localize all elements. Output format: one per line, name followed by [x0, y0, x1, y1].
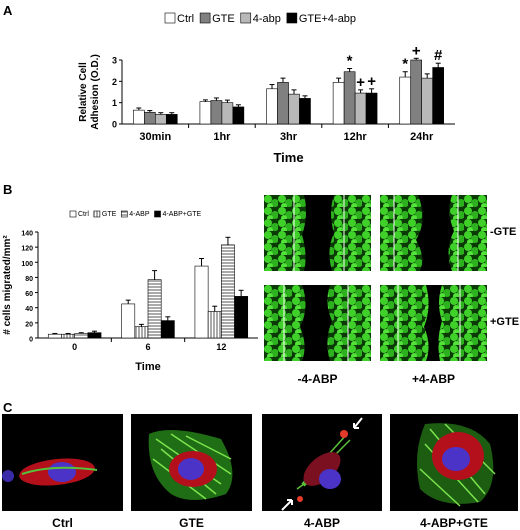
bar [210, 100, 223, 125]
col-label-minus-abp: -4-ABP [297, 372, 338, 386]
legend-swatch [69, 210, 77, 218]
legend-label: 4-abp [253, 13, 281, 25]
bar [299, 98, 311, 125]
bar [288, 93, 300, 125]
row-label-plus-gte: +GTE [490, 316, 520, 328]
x-tick-label: 6 [145, 342, 150, 352]
legend-label: Ctrl [78, 211, 89, 218]
wound-image-plus-abp-plus-gte [380, 285, 487, 361]
cell-image-gte [131, 414, 252, 511]
bar [221, 102, 234, 125]
y-tick-label: 20 [25, 321, 33, 328]
bar [343, 71, 356, 125]
bar [421, 77, 433, 125]
y-tick-label: 80 [25, 276, 33, 283]
legend-swatch [240, 12, 252, 24]
bar [221, 244, 235, 339]
bar [147, 279, 162, 339]
x-tick-label: 30min [139, 131, 171, 143]
cell-label-4abp: 4-ABP [303, 516, 340, 530]
y-tick-label: 60 [25, 291, 33, 298]
row-label-minus-gte: -GTE [490, 226, 517, 238]
bar [133, 109, 145, 125]
y-axis-title: Relative CellAdhesion (O.D.) [78, 54, 101, 130]
cell-image-4abp [262, 414, 382, 511]
bar [199, 101, 212, 125]
legend-label: Ctrl [177, 13, 194, 25]
bar [165, 114, 178, 125]
significance-mark: + [356, 74, 365, 91]
legend-label: 4-ABP+GTE [163, 211, 202, 218]
x-axis-title: Time [135, 361, 160, 373]
bar [47, 333, 62, 339]
legend-swatch [286, 12, 298, 24]
bar [410, 59, 422, 125]
bar [160, 320, 175, 339]
bar [266, 88, 278, 125]
y-axis-title: # cells migrated/mm² [2, 235, 13, 335]
bar [354, 92, 367, 125]
x-tick-label: 0 [72, 342, 77, 352]
x-tick-label: 1hr [213, 131, 231, 143]
x-tick-label: 12 [216, 342, 226, 352]
col-label-plus-abp: +4-ABP [411, 372, 455, 386]
bar [144, 111, 156, 125]
y-tick-label: 100 [21, 261, 33, 268]
bar [155, 114, 167, 125]
x-tick-label: 3hr [280, 131, 298, 143]
y-tick-label: 120 [21, 246, 33, 253]
legend-swatch [199, 12, 211, 24]
y-tick-label: 0 [112, 120, 117, 130]
significance-mark: + [412, 42, 421, 59]
bar [234, 296, 249, 339]
y-tick-label: 0 [29, 337, 33, 344]
wound-image-plus-abp-minus-gte [380, 195, 487, 271]
bar [194, 265, 209, 339]
legend-label: GTE [102, 211, 117, 218]
bar [121, 303, 136, 339]
y-tick-label: 140 [21, 231, 33, 238]
bar [365, 92, 378, 125]
cell-label-ctrl: Ctrl [52, 516, 73, 530]
bar [399, 76, 412, 125]
panel-label-c: C [3, 400, 13, 415]
bar [61, 333, 75, 339]
significance-mark: * [347, 53, 353, 70]
cell-label-gte: GTE [179, 516, 204, 530]
y-tick-label: 40 [25, 306, 33, 313]
cell-image-4abp-gte [390, 414, 518, 511]
legend-swatch [93, 210, 101, 218]
cell-image-ctrl [2, 414, 123, 511]
y-tick-label: 1 [112, 98, 117, 108]
panel-label-b: B [3, 182, 13, 197]
legend-swatch [120, 210, 128, 218]
significance-mark: # [434, 47, 443, 64]
legend-swatch [154, 210, 161, 218]
legend-label: GTE [212, 13, 235, 25]
bar [74, 333, 89, 339]
significance-mark: * [402, 56, 408, 73]
legend-label: 4-ABP [129, 211, 150, 218]
x-tick-label: 24hr [410, 131, 434, 143]
x-tick-label: 12hr [343, 131, 367, 143]
panel-label-a: A [3, 3, 13, 18]
bar [87, 332, 102, 339]
cell-label-4abp-gte: 4-ABP+GTE [420, 516, 488, 530]
y-tick-label: 3 [112, 56, 117, 66]
wound-image-minus-abp-plus-gte [264, 285, 371, 361]
migration-bar-chart: 0 20 40 60 80 100 120 140 0 6 12 Time # cells migrat… [2, 210, 258, 373]
legend-swatch [164, 12, 176, 24]
legend-label: GTE+4-abp [299, 13, 356, 25]
y-tick-label: 2 [112, 77, 117, 87]
bar [232, 106, 245, 125]
bar [207, 311, 222, 339]
bar [432, 67, 444, 125]
x-axis-title: Time [273, 150, 303, 165]
significance-mark: + [367, 73, 376, 90]
wound-image-minus-abp-minus-gte [264, 195, 371, 271]
bar [332, 82, 345, 125]
bar [277, 82, 289, 125]
bar [134, 326, 149, 339]
